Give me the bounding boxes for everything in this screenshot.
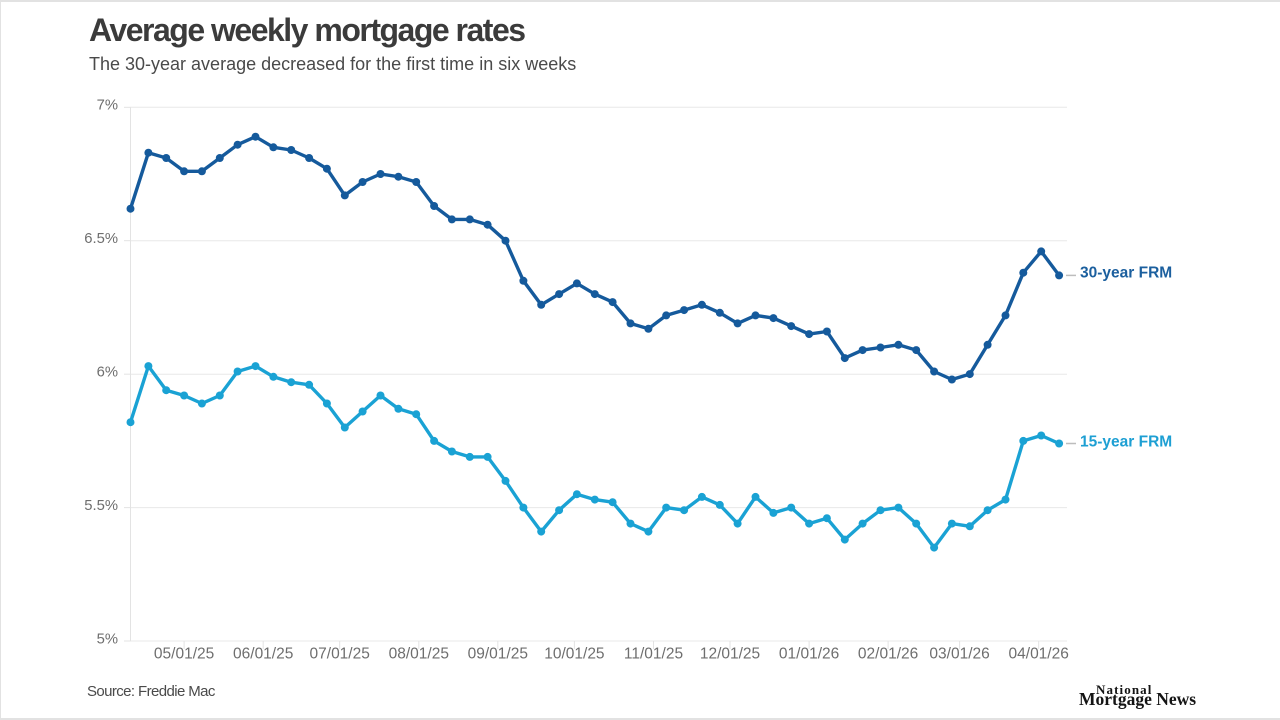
- svg-text:07/01/25: 07/01/25: [310, 646, 370, 663]
- svg-text:6.5%: 6.5%: [84, 231, 118, 247]
- svg-text:30-year FRM: 30-year FRM: [1080, 265, 1172, 282]
- svg-text:03/01/26: 03/01/26: [929, 646, 989, 663]
- svg-text:6%: 6%: [97, 365, 118, 381]
- svg-text:10/01/25: 10/01/25: [544, 646, 604, 663]
- svg-text:01/01/26: 01/01/26: [779, 646, 839, 663]
- svg-text:11/01/25: 11/01/25: [624, 646, 683, 663]
- svg-text:5.5%: 5.5%: [84, 498, 118, 514]
- svg-text:5%: 5%: [97, 631, 118, 647]
- svg-text:15-year FRM: 15-year FRM: [1080, 434, 1172, 451]
- svg-text:06/01/25: 06/01/25: [233, 646, 293, 663]
- svg-text:04/01/26: 04/01/26: [1009, 646, 1069, 663]
- svg-text:08/01/25: 08/01/25: [389, 646, 449, 663]
- svg-text:09/01/25: 09/01/25: [468, 646, 528, 663]
- svg-text:7%: 7%: [97, 98, 118, 114]
- svg-text:12/01/25: 12/01/25: [700, 646, 760, 663]
- svg-text:05/01/25: 05/01/25: [154, 646, 214, 663]
- svg-text:02/01/26: 02/01/26: [858, 646, 918, 663]
